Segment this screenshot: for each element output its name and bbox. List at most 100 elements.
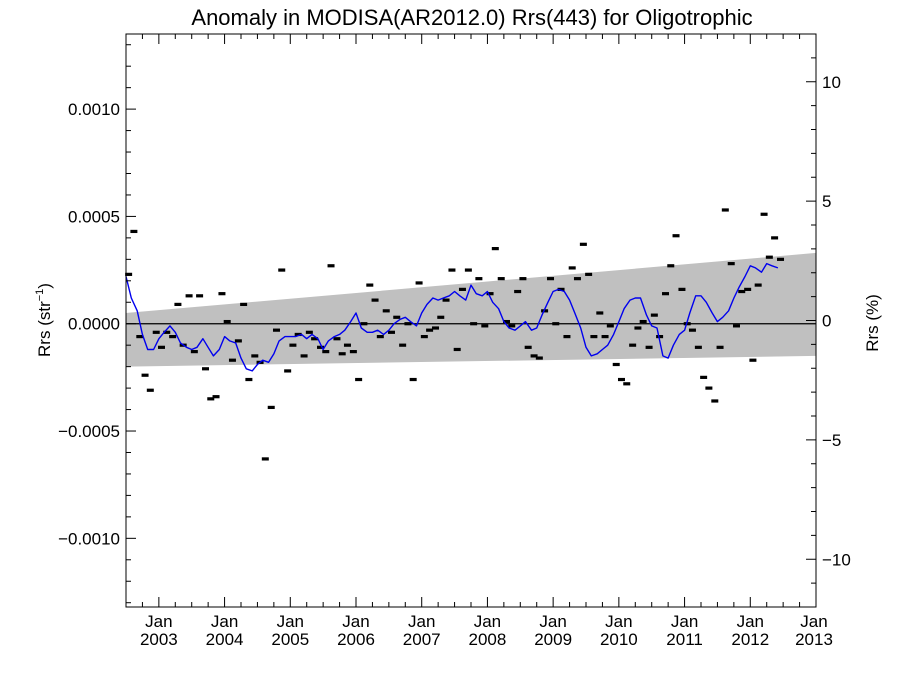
anomaly-marker-107	[711, 399, 719, 403]
anomaly-marker-79	[557, 287, 565, 291]
x-tick-year-8: 2011	[666, 630, 703, 649]
y-axis-label-left-close: )	[35, 283, 54, 289]
yr-tick-label-4: −10	[822, 550, 851, 569]
trend-band	[126, 252, 816, 367]
anomaly-marker-14	[202, 367, 210, 371]
anomaly-marker-70	[508, 324, 516, 328]
anomaly-marker-119	[777, 257, 785, 261]
x-tick-year-7: 2010	[600, 630, 638, 649]
anomaly-marker-32	[300, 354, 308, 358]
anomaly-marker-85	[590, 334, 598, 339]
anomaly-marker-82	[573, 277, 581, 281]
anomaly-marker-56	[432, 326, 440, 330]
anomaly-marker-62	[464, 268, 472, 272]
anomaly-marker-5	[152, 330, 160, 334]
anomaly-marker-110	[727, 262, 735, 266]
anomaly-marker-91	[623, 382, 631, 386]
anomaly-marker-96	[650, 313, 658, 317]
x-tick-year-10: 2013	[795, 630, 833, 649]
anomaly-marker-19	[228, 358, 236, 362]
anomaly-marker-18	[223, 319, 231, 324]
x-tick-month-0: Jan	[145, 612, 172, 631]
anomaly-marker-69	[502, 319, 510, 324]
anomaly-marker-97	[656, 334, 664, 339]
anomaly-marker-58	[442, 298, 450, 302]
x-tick-year-5: 2008	[469, 630, 507, 649]
anomaly-marker-13	[196, 294, 204, 298]
anomaly-marker-12	[190, 350, 198, 354]
anomaly-marker-105	[700, 375, 708, 379]
anomaly-marker-42	[355, 377, 363, 382]
anomaly-marker-90	[617, 377, 625, 382]
anomaly-marker-72	[519, 277, 527, 281]
anomaly-marker-101	[678, 287, 686, 291]
anomaly-marker-108	[716, 345, 724, 349]
anomaly-marker-1	[130, 229, 138, 234]
y-axis-label-right: Rrs (%)	[863, 294, 882, 352]
anomaly-marker-6	[157, 345, 165, 349]
anomaly-marker-8	[169, 334, 177, 339]
anomaly-marker-54	[420, 334, 428, 339]
x-tick-month-7: Jan	[605, 612, 632, 631]
anomaly-marker-99	[667, 264, 675, 268]
anomaly-marker-28	[278, 268, 286, 272]
yr-tick-label-0: 10	[822, 73, 841, 92]
anomaly-marker-23	[251, 354, 259, 358]
anomaly-marker-31	[294, 332, 302, 337]
x-tick-month-8: Jan	[671, 612, 698, 631]
running-mean-line	[125, 262, 779, 372]
anomaly-marker-83	[579, 242, 587, 246]
anomaly-marker-47	[382, 309, 390, 313]
anomaly-marker-3	[141, 373, 149, 377]
x-tick-month-10: Jan	[800, 612, 827, 631]
x-tick-year-3: 2006	[337, 630, 375, 649]
anomaly-marker-112	[738, 289, 746, 294]
trend-band-layer	[126, 252, 816, 367]
y-tick-label-4: −0.0010	[58, 529, 120, 548]
ticks-layer: 0.0010 0.0005 0.0000 −0.0005 −0.0010 10 5 0 −5 −1…	[58, 33, 851, 649]
anomaly-marker-115	[754, 283, 762, 287]
x-tick-year-9: 2012	[731, 630, 769, 649]
anomaly-marker-67	[491, 247, 499, 251]
anomaly-marker-117	[765, 255, 773, 259]
anomaly-marker-59	[448, 268, 456, 272]
anomaly-marker-63	[470, 322, 478, 326]
anomaly-marker-36	[322, 350, 330, 354]
anomaly-marker-92	[629, 343, 637, 347]
anomaly-marker-57	[437, 315, 445, 319]
anomaly-marker-20	[234, 339, 242, 343]
anomaly-marker-29	[284, 369, 292, 373]
anomaly-marker-22	[245, 377, 253, 382]
anomaly-marker-71	[514, 289, 522, 294]
x-tick-year-1: 2004	[206, 630, 244, 649]
anomaly-marker-109	[721, 208, 729, 212]
anomaly-marker-100	[672, 234, 680, 238]
anomaly-marker-16	[212, 395, 220, 399]
y-axis-label-left: Rrs (str−1)	[34, 283, 54, 357]
anomaly-marker-66	[486, 292, 494, 296]
anomaly-marker-51	[404, 322, 412, 326]
anomaly-marker-65	[481, 324, 489, 328]
x-tick-year-0: 2003	[140, 630, 178, 649]
anomaly-marker-77	[547, 277, 555, 281]
anomaly-marker-38	[333, 337, 341, 341]
anomaly-marker-88	[606, 324, 614, 328]
y-axis-label-left-main: Rrs (str	[35, 301, 54, 357]
yr-tick-label-2: 0	[822, 312, 831, 331]
anomaly-marker-78	[552, 322, 560, 326]
anomaly-marker-26	[267, 405, 275, 410]
anomaly-marker-86	[596, 311, 604, 315]
y-tick-label-2: 0.0000	[68, 315, 120, 334]
anomaly-marker-25	[261, 457, 269, 461]
anomaly-marker-15	[207, 397, 215, 401]
anomaly-marker-40	[343, 343, 351, 347]
anomaly-marker-43	[360, 322, 368, 326]
anomaly-marker-93	[634, 326, 642, 330]
anomaly-marker-106	[705, 386, 713, 390]
anomaly-marker-104	[694, 345, 702, 349]
anomaly-marker-89	[612, 362, 620, 367]
anomaly-marker-0	[125, 272, 133, 276]
anomaly-marker-84	[585, 272, 593, 276]
